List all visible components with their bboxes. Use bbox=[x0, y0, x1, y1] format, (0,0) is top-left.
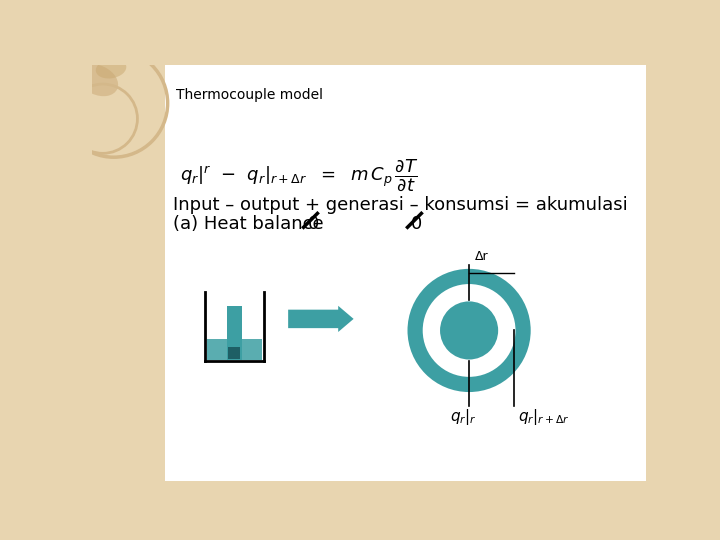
Ellipse shape bbox=[96, 59, 126, 78]
Bar bbox=[207, 339, 262, 361]
Text: $q_r|_{r+\Delta r}$: $q_r|_{r+\Delta r}$ bbox=[518, 408, 569, 428]
FancyArrow shape bbox=[288, 306, 354, 332]
Bar bbox=[228, 347, 240, 359]
Circle shape bbox=[438, 300, 500, 361]
Circle shape bbox=[408, 269, 531, 392]
Text: (a) Heat balance: (a) Heat balance bbox=[173, 215, 323, 233]
Text: Thermocouple model: Thermocouple model bbox=[176, 88, 323, 102]
Text: $q_r|^r$  $-$  $q_r|_{r+\Delta r}$  $=$  $m\,C_p\,\dfrac{\partial T}{\partial t}: $q_r|^r$ $-$ $q_r|_{r+\Delta r}$ $=$ $m\… bbox=[180, 157, 418, 193]
Circle shape bbox=[425, 286, 514, 375]
Text: Input – output + generasi – konsumsi = akumulasi: Input – output + generasi – konsumsi = a… bbox=[173, 195, 627, 214]
Text: $q_r|_r$: $q_r|_r$ bbox=[449, 408, 477, 428]
Bar bbox=[165, 65, 647, 481]
Bar bbox=[92, 65, 165, 481]
Bar bbox=[227, 306, 242, 360]
Text: 0: 0 bbox=[411, 215, 423, 233]
Ellipse shape bbox=[78, 64, 118, 96]
Text: 0: 0 bbox=[307, 215, 319, 233]
Text: Δr: Δr bbox=[475, 249, 489, 262]
